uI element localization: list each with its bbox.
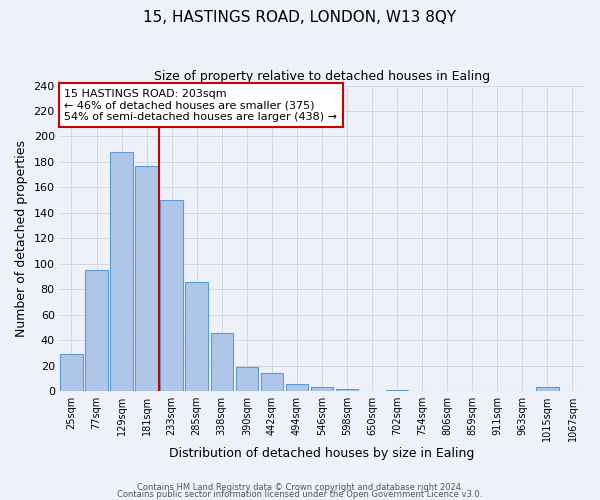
Title: Size of property relative to detached houses in Ealing: Size of property relative to detached ho… [154, 70, 490, 83]
X-axis label: Distribution of detached houses by size in Ealing: Distribution of detached houses by size … [169, 447, 475, 460]
Bar [85, 270, 108, 391]
Bar [110, 152, 133, 391]
Bar [260, 374, 283, 391]
Bar [286, 384, 308, 391]
Bar [311, 388, 333, 391]
Bar [136, 166, 158, 391]
Bar [386, 390, 409, 391]
Bar [185, 282, 208, 391]
Y-axis label: Number of detached properties: Number of detached properties [15, 140, 28, 337]
Bar [536, 388, 559, 391]
Text: 15, HASTINGS ROAD, LONDON, W13 8QY: 15, HASTINGS ROAD, LONDON, W13 8QY [143, 10, 457, 25]
Text: Contains HM Land Registry data © Crown copyright and database right 2024.: Contains HM Land Registry data © Crown c… [137, 484, 463, 492]
Bar [160, 200, 183, 391]
Bar [336, 388, 358, 391]
Bar [236, 367, 258, 391]
Bar [60, 354, 83, 391]
Bar [211, 332, 233, 391]
Text: Contains public sector information licensed under the Open Government Licence v3: Contains public sector information licen… [118, 490, 482, 499]
Text: 15 HASTINGS ROAD: 203sqm
← 46% of detached houses are smaller (375)
54% of semi-: 15 HASTINGS ROAD: 203sqm ← 46% of detach… [64, 88, 337, 122]
